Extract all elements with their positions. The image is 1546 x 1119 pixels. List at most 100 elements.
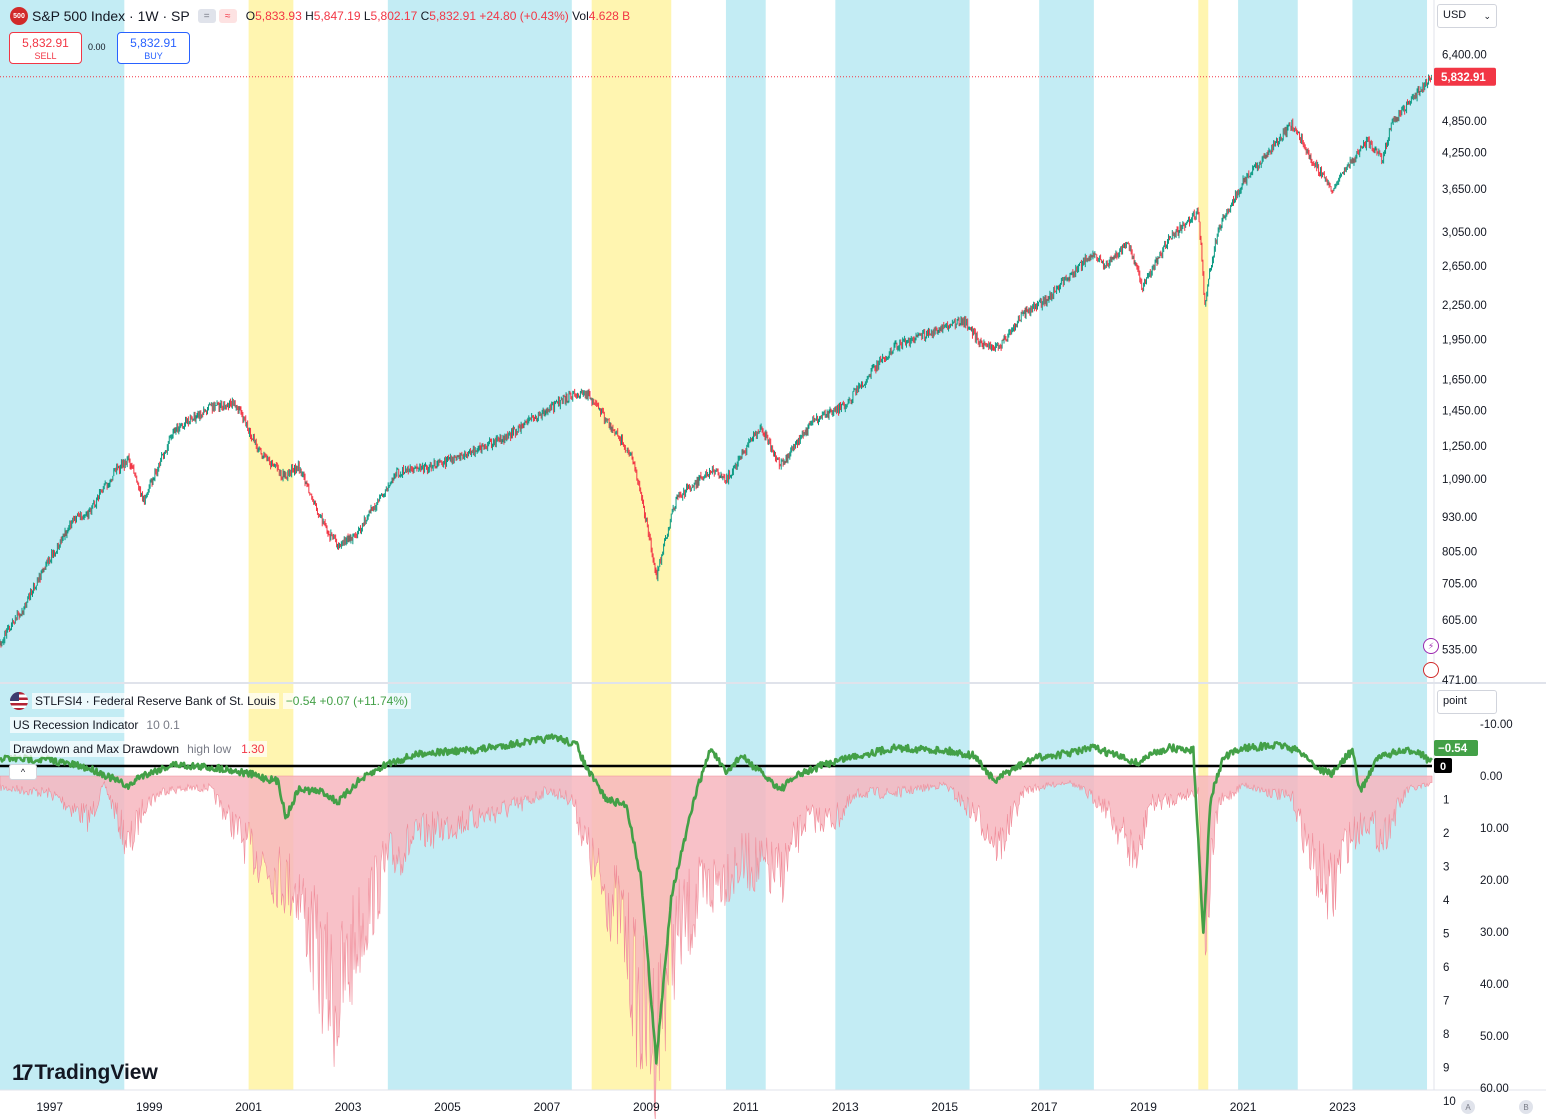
wave-button[interactable]: ≈ xyxy=(218,9,237,23)
spread-value: 0.00 xyxy=(88,42,106,52)
fsi-line-layer xyxy=(0,733,1433,1065)
time-tick-label: 1997 xyxy=(36,1100,63,1114)
drawdown-tick-label: 3 xyxy=(1443,862,1449,874)
drawdown-tick-label: 10 xyxy=(1443,1096,1456,1108)
price-tick-label: 605.00 xyxy=(1442,615,1477,627)
price-tick-label: 3,050.00 xyxy=(1442,227,1487,239)
zero-tag xyxy=(1434,758,1452,773)
expansion-band xyxy=(1039,0,1094,1090)
last-price-label: 5,832.91 xyxy=(1441,72,1486,84)
recession-params: 10 0.1 xyxy=(143,717,183,733)
price-tick-label: 4,250.00 xyxy=(1442,148,1487,160)
sell-price: 5,832.91 xyxy=(22,36,69,50)
fsi-tick-label: 30.00 xyxy=(1480,927,1509,939)
fsi-line xyxy=(0,733,1433,1065)
symbol-icon[interactable]: 500 xyxy=(10,7,28,25)
logo-text: TradingView xyxy=(34,1061,158,1084)
fsi-tick-label: 20.00 xyxy=(1480,875,1509,887)
drawdown-tick-label: 5 xyxy=(1443,929,1449,941)
time-tick-label: 2013 xyxy=(832,1100,859,1114)
drawdown-area xyxy=(0,775,1433,1119)
recession-label: US Recession Indicator xyxy=(10,717,142,733)
drawdown-params: high low xyxy=(184,741,235,757)
expansion-band xyxy=(1352,0,1428,1090)
price-tick-label: 930.00 xyxy=(1442,512,1477,524)
drawdown-value: 1.30 xyxy=(238,741,268,757)
time-tick-label: 1999 xyxy=(136,1100,163,1114)
price-tick-label: 1,950.00 xyxy=(1442,334,1487,346)
last-price-tag[interactable] xyxy=(1434,67,1496,86)
main-legend: 500 S&P 500 Index · 1W · SP = ≈ O5,833.9… xyxy=(10,7,630,25)
price-tick-label: 1,450.00 xyxy=(1442,405,1487,417)
price-tick-label: 1,090.00 xyxy=(1442,474,1487,486)
expansion-band xyxy=(1238,0,1298,1090)
chevron-down-icon: ⌄ xyxy=(1483,11,1491,21)
expansion-band xyxy=(725,0,766,1090)
economic-flag-icon[interactable] xyxy=(1423,662,1439,678)
price-tick-label: 471.00 xyxy=(1442,675,1477,687)
time-tick-label: 2023 xyxy=(1329,1100,1356,1114)
ohlc-values: O5,833.93 H5,847.19 L5,802.17 C5,832.91 … xyxy=(245,9,631,23)
compare-button[interactable]: = xyxy=(197,9,216,23)
drawdown-tick-label: 2 xyxy=(1443,828,1449,840)
buy-price: 5,832.91 xyxy=(130,36,177,50)
expansion-band xyxy=(387,0,572,1090)
alert-icon[interactable]: ⚡ xyxy=(1423,638,1439,654)
us-flag-icon xyxy=(10,692,28,710)
price-tick-label: 4,850.00 xyxy=(1442,116,1487,128)
price-tick-label: 535.00 xyxy=(1442,644,1477,656)
axes-layer: 6,400.00 4,850.00 4,250.00 3,650.00 3,050.00… xyxy=(36,50,1512,1114)
tradingview-mark-icon: 17 xyxy=(12,1060,34,1085)
currency-select[interactable]: USD ⌄ xyxy=(1437,4,1497,28)
time-tick-label: 2007 xyxy=(534,1100,561,1114)
drawdown-tick-label: 1 xyxy=(1443,795,1449,807)
price-tick-label: 2,650.00 xyxy=(1442,261,1487,273)
symbol-title[interactable]: S&P 500 Index · 1W · SP xyxy=(32,8,190,24)
sell-button[interactable]: 5,832.91 SELL xyxy=(9,32,82,64)
drawdown-tick-label: 9 xyxy=(1443,1063,1449,1075)
time-tick-label: 2017 xyxy=(1031,1100,1058,1114)
expansion-band xyxy=(835,0,970,1090)
fsi-tick-label: 50.00 xyxy=(1480,1031,1509,1043)
zero-label: 0 xyxy=(1440,761,1446,773)
fsi-last-tag[interactable] xyxy=(1434,740,1478,756)
price-tick-label: 2,250.00 xyxy=(1442,300,1487,312)
tradingview-logo: 17 TradingView xyxy=(12,1060,158,1086)
drawdown-tick-label: 6 xyxy=(1443,962,1449,974)
recession-band xyxy=(1198,0,1209,1090)
fsi-last-label: −0.54 xyxy=(1438,743,1468,755)
price-tick-label: 3,650.00 xyxy=(1442,184,1487,196)
buy-button[interactable]: 5,832.91 BUY xyxy=(117,32,190,64)
time-tick-label: 2009 xyxy=(633,1100,660,1114)
drawdown-legend[interactable]: Drawdown and Max Drawdown high low 1.30 xyxy=(10,741,268,757)
time-tick-label: 2001 xyxy=(235,1100,262,1114)
regime-bands xyxy=(0,0,1546,1091)
fsi-tick-label: 60.00 xyxy=(1480,1083,1509,1095)
drawdown-tick-label: 4 xyxy=(1443,895,1450,907)
expansion-band xyxy=(0,0,125,1090)
time-tick-label: 2011 xyxy=(733,1100,759,1114)
time-tick-label: 2005 xyxy=(434,1100,461,1114)
fsi-tick-label: 10.00 xyxy=(1480,823,1509,835)
recession-legend[interactable]: US Recession Indicator 10 0.1 xyxy=(10,717,183,733)
price-tick-label: 705.00 xyxy=(1442,578,1477,590)
auto-scale-button[interactable]: A xyxy=(1461,1100,1475,1114)
price-tick-label: 1,650.00 xyxy=(1442,374,1487,386)
price-tick-label: 805.00 xyxy=(1442,547,1477,559)
fsi-legend: STLFSI4 · Federal Reserve Bank of St. Lo… xyxy=(10,692,411,710)
fsi-title[interactable]: STLFSI4 · Federal Reserve Bank of St. Lo… xyxy=(32,693,279,709)
drawdown-tick-label: 8 xyxy=(1443,1029,1449,1041)
fsi-tick-label: 0.00 xyxy=(1480,771,1502,783)
scale-select[interactable]: point xyxy=(1437,690,1497,714)
time-tick-label: 2019 xyxy=(1130,1100,1157,1114)
price-tick-label: 1,250.00 xyxy=(1442,441,1487,453)
drawdown-area-layer xyxy=(0,775,1433,1119)
collapse-legend-button[interactable]: ^ xyxy=(9,764,37,780)
time-tick-label: 2003 xyxy=(335,1100,362,1114)
drawdown-label: Drawdown and Max Drawdown xyxy=(10,741,183,757)
fsi-tick-label: -10.00 xyxy=(1480,719,1513,731)
log-scale-button[interactable]: B xyxy=(1519,1100,1533,1114)
fsi-value: −0.54 +0.07 (+11.74%) xyxy=(282,693,411,709)
fsi-tick-label: 40.00 xyxy=(1480,979,1509,991)
